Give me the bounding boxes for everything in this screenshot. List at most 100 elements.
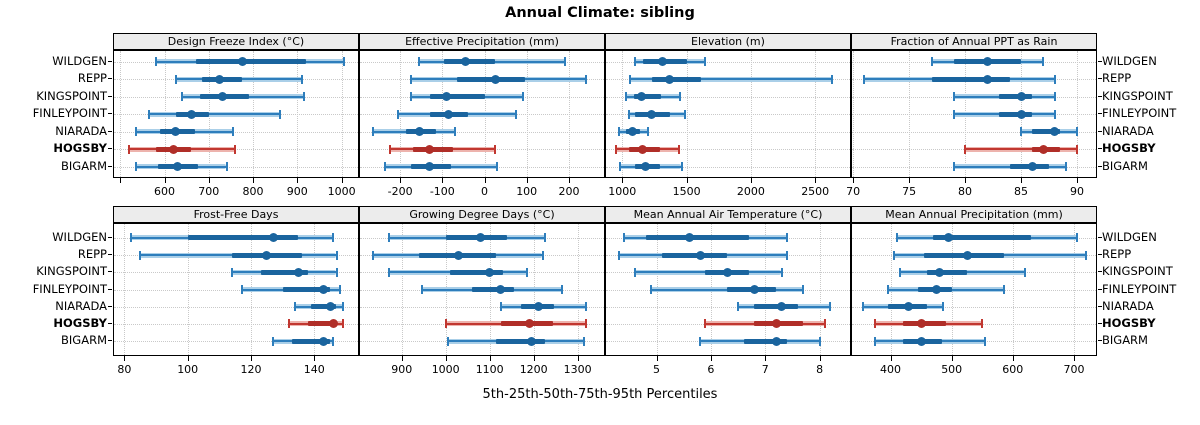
median-dot	[217, 92, 227, 101]
median-dot	[524, 319, 534, 329]
whisker-cap-left	[874, 336, 877, 346]
interquartile-bar	[195, 59, 307, 64]
median-dot	[982, 57, 992, 66]
median-dot	[414, 127, 424, 136]
interquartile-bar	[633, 94, 661, 99]
x-axis-tick	[187, 356, 189, 361]
whisker-cap-left	[964, 144, 966, 154]
site-label-right: BIGARM	[1102, 333, 1148, 348]
y-axis-tick-left	[108, 95, 112, 97]
site-label-right: WILDGEN	[1102, 53, 1157, 68]
whisker-cap-left	[240, 285, 243, 294]
chart-title: Annual Climate: sibling	[505, 5, 695, 21]
median-dot	[485, 267, 495, 277]
x-axis-tick-label: 75	[902, 185, 917, 198]
x-axis-tick	[765, 356, 767, 361]
interquartile-bar	[187, 235, 299, 241]
y-axis-tick-right	[1098, 113, 1102, 114]
y-axis-tick-left	[108, 130, 112, 132]
y-axis-tick-right	[1098, 148, 1102, 149]
x-axis-tick	[120, 178, 122, 183]
whisker-cap-left	[446, 336, 449, 346]
median-dot	[628, 127, 638, 136]
x-axis-tick	[442, 178, 444, 183]
whisker-cap-left	[148, 109, 150, 119]
x-axis-tick-label: 85	[1014, 185, 1028, 198]
whisker-cap-right	[829, 302, 832, 312]
whisker-cap-left	[288, 319, 290, 329]
whisker-cap-right	[786, 233, 788, 243]
whisker-cap-left	[625, 92, 628, 101]
gridline-horizontal	[606, 306, 850, 308]
y-axis-tick-left	[108, 305, 112, 307]
whisker-cap-right	[543, 233, 546, 243]
median-dot	[325, 302, 335, 312]
median-dot	[934, 267, 944, 277]
whisker-cap-right	[1064, 162, 1067, 171]
panel-fraction-of-annual-ppt-as-rain	[851, 50, 1097, 178]
whisker-cap-left	[372, 250, 375, 260]
whisker-cap-left	[388, 144, 391, 154]
x-axis-tick	[526, 178, 528, 183]
gridline-horizontal	[606, 166, 850, 168]
x-axis-tick-label: 1000	[431, 363, 460, 376]
gridline-horizontal	[852, 306, 1096, 308]
whisker-cap-left	[294, 302, 297, 312]
y-axis-tick-right	[1098, 322, 1102, 324]
whisker-cap-right	[521, 92, 524, 101]
whisker-cap-right	[515, 109, 518, 119]
x-axis-tick-label: -100	[429, 185, 455, 198]
x-axis-tick	[124, 356, 126, 361]
x-axis-tick-label: 70	[846, 185, 861, 198]
gridline-horizontal	[606, 149, 850, 150]
whisker-cap-left	[862, 302, 864, 312]
median-dot	[171, 127, 181, 136]
median-dot	[461, 57, 470, 66]
whisker-cap-left	[129, 233, 132, 243]
y-axis-tick-right	[1098, 95, 1102, 97]
x-axis-tick-label: 5	[653, 363, 660, 376]
whisker-cap-right	[1053, 92, 1056, 101]
whisker-line	[630, 78, 832, 80]
interquartile-bar	[998, 94, 1033, 99]
whisker-cap-right	[984, 336, 987, 346]
x-axis-tick	[484, 178, 486, 183]
site-label-right: BIGARM	[1102, 158, 1148, 173]
x-axis-tick-label: 7	[761, 363, 769, 376]
whisker-cap-left	[930, 57, 933, 66]
whisker-cap-right	[941, 302, 944, 312]
interquartile-bar	[282, 287, 331, 292]
x-axis-tick	[400, 178, 402, 183]
panel-growing-degree-days-c-	[359, 223, 605, 356]
whisker-cap-left	[886, 285, 889, 294]
median-dot	[496, 285, 506, 294]
y-axis-tick-left	[108, 236, 112, 238]
median-dot	[695, 250, 705, 260]
panel-mean-annual-precipitation-mm-	[851, 223, 1097, 356]
gridline-horizontal	[114, 131, 358, 133]
whisker-cap-left	[231, 267, 233, 277]
x-axis-tick-label: 700	[198, 185, 220, 198]
whisker-cap-right	[494, 144, 497, 154]
whisker-cap-left	[618, 162, 621, 171]
x-axis-tick-label: 700	[1063, 363, 1085, 376]
x-axis-tick	[819, 356, 821, 361]
y-axis-tick-left	[108, 340, 112, 342]
gridline-horizontal	[360, 306, 604, 308]
whisker-cap-left	[1020, 127, 1022, 136]
whisker-cap-left	[629, 74, 631, 84]
panel-strip-title: Effective Precipitation (mm)	[405, 35, 559, 48]
whisker-cap-right	[679, 92, 682, 101]
whisker-cap-left	[863, 74, 866, 84]
whisker-cap-left	[622, 233, 625, 243]
gridline-horizontal	[606, 114, 850, 115]
site-label-left: NIARADA	[55, 298, 107, 313]
whisker-cap-right	[1002, 285, 1005, 294]
median-dot	[476, 233, 486, 243]
panel-elevation-m-	[605, 50, 851, 178]
median-dot	[319, 285, 329, 294]
x-axis-tick-label: 200	[558, 185, 580, 198]
gridline-horizontal	[114, 306, 358, 308]
site-label-left: HOGSBY	[53, 141, 107, 155]
median-dot	[931, 285, 941, 294]
